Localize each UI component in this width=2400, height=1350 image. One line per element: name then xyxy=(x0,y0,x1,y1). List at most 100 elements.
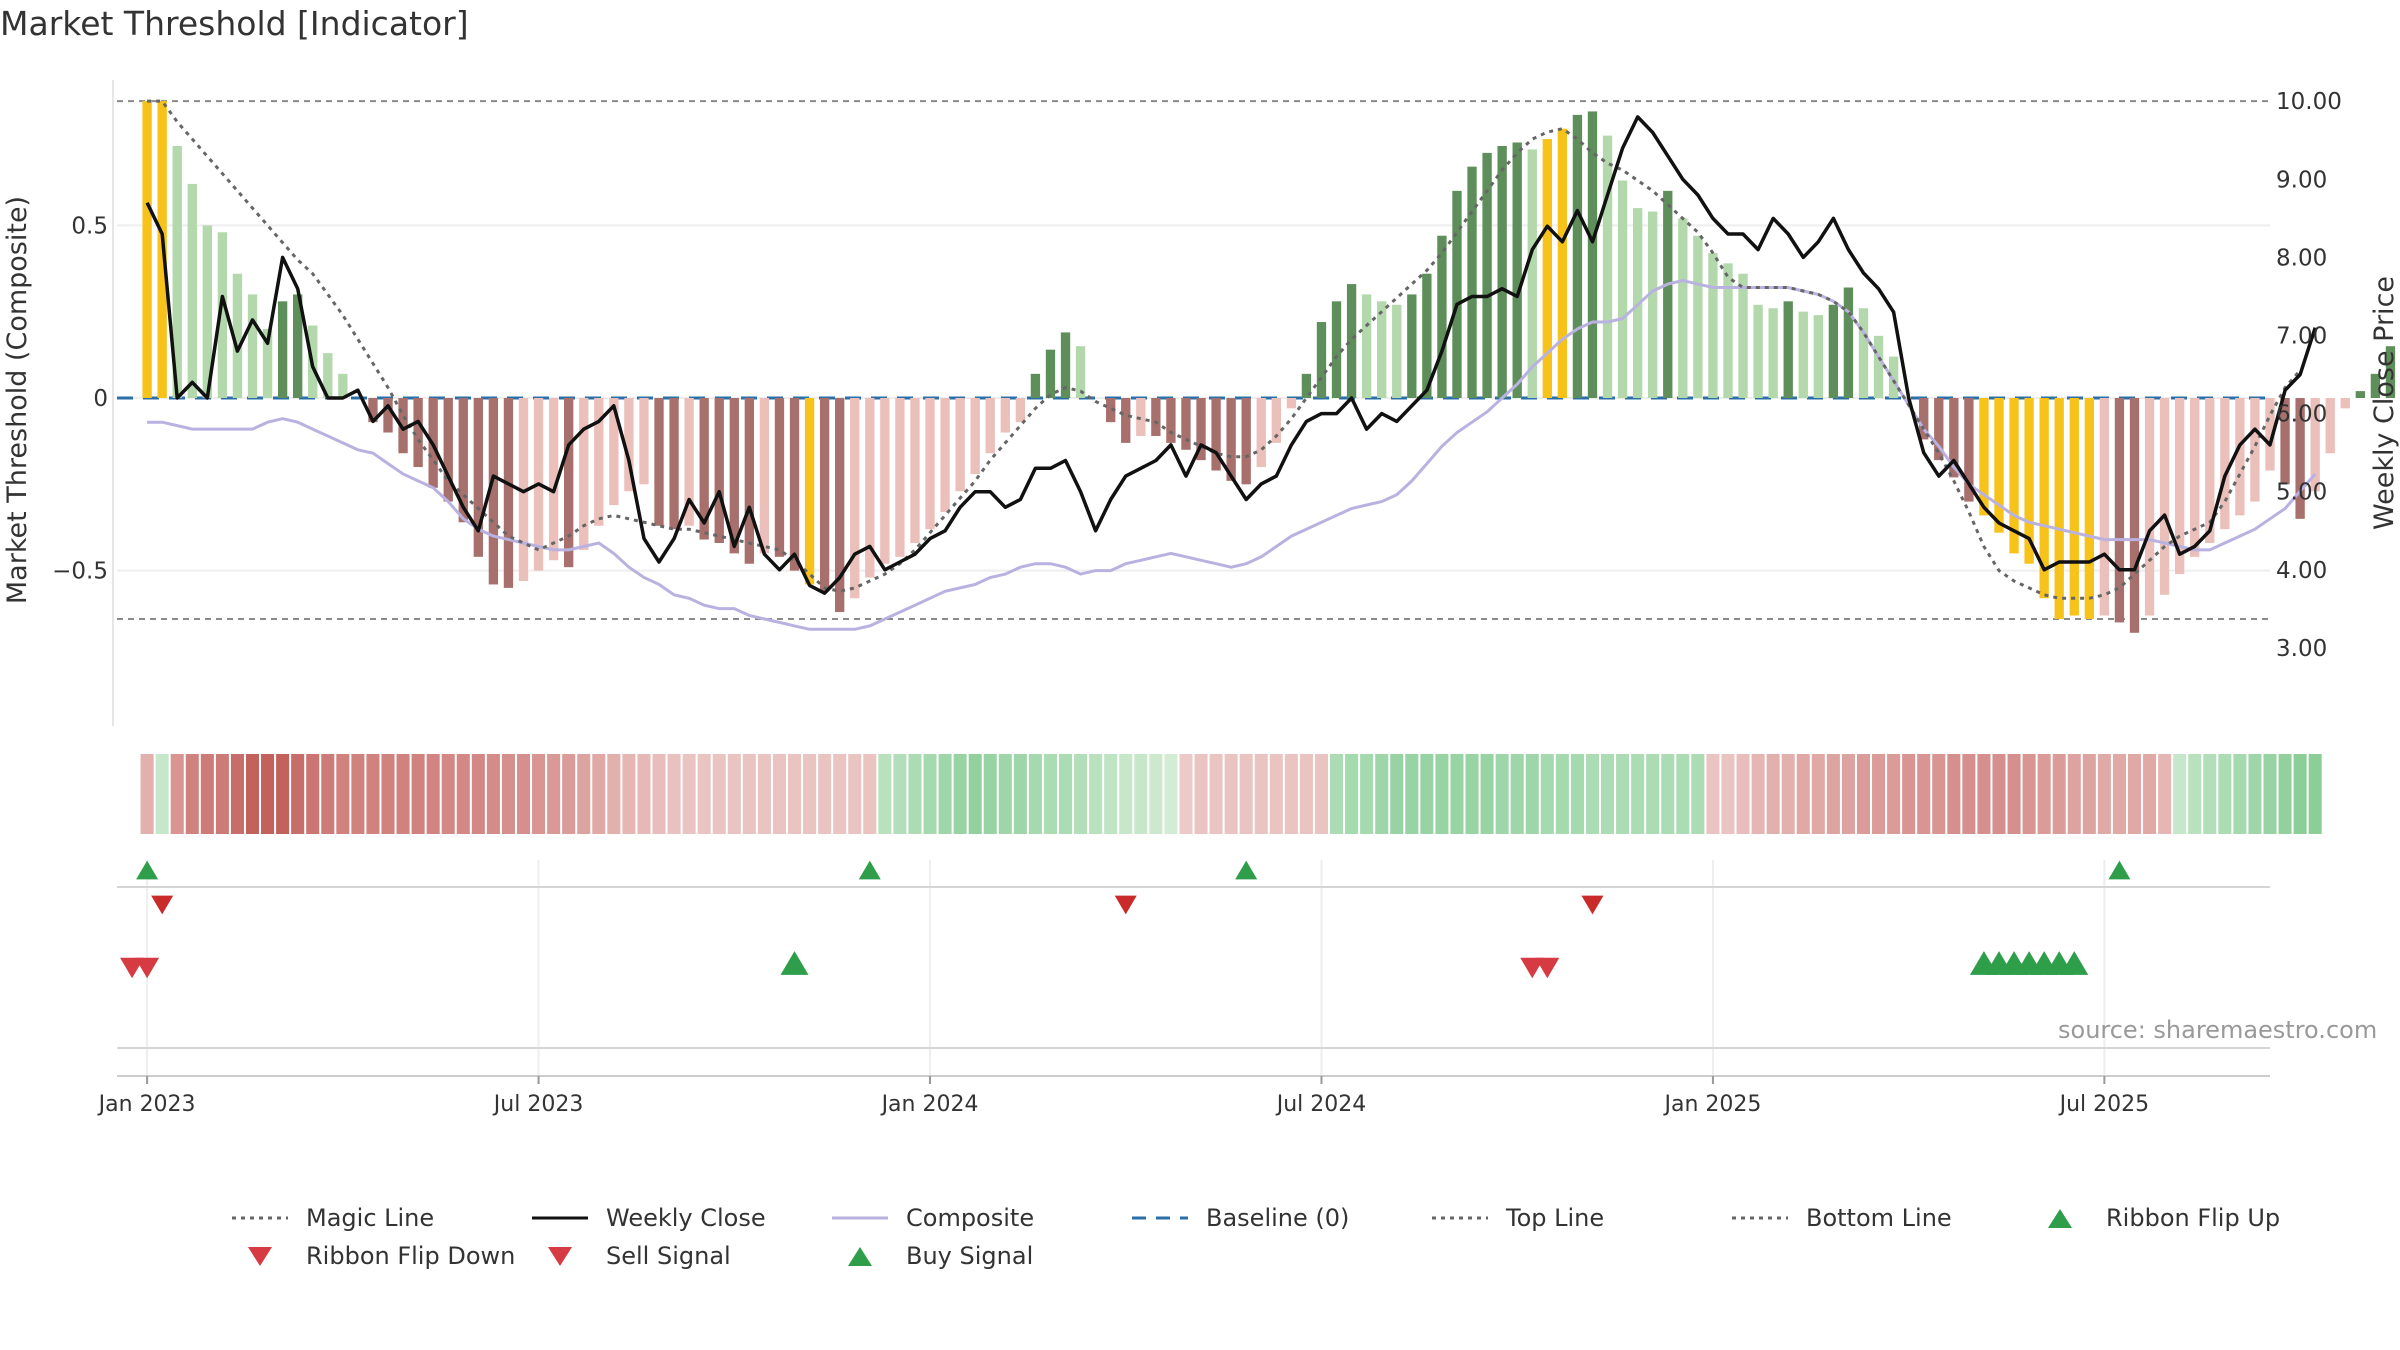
triangle-down-icon xyxy=(248,1247,272,1266)
ribbon-cell xyxy=(426,754,440,834)
composite-bar xyxy=(2340,398,2350,409)
triangle-down-icon xyxy=(548,1247,572,1266)
ribbon-cell xyxy=(637,754,651,834)
composite-bar xyxy=(2144,398,2155,616)
lines-layer xyxy=(145,99,2317,631)
solid-line-icon xyxy=(532,1216,588,1220)
ribbon-cell xyxy=(577,754,591,834)
composite-bar xyxy=(699,398,709,540)
ribbon-cell xyxy=(2007,754,2021,834)
ribbon-cell xyxy=(2233,754,2247,834)
ribbon-cell xyxy=(1149,754,1163,834)
ribbon-cell xyxy=(1239,754,1253,834)
ribbon-cell xyxy=(938,754,952,834)
ribbon-cell xyxy=(261,754,275,834)
legend-item: Magic Line xyxy=(230,1203,530,1233)
composite-bar xyxy=(2280,398,2290,485)
composite-bar xyxy=(202,225,213,398)
composite-bar xyxy=(669,398,679,530)
ribbon-cell xyxy=(170,754,184,834)
ribbon-cell xyxy=(2293,754,2307,834)
dashed-line-icon xyxy=(1132,1216,1188,1220)
composite-bar xyxy=(277,301,288,398)
ribbon-cell xyxy=(1977,754,1991,834)
ribbon-cell xyxy=(1224,754,1238,834)
ribbon-cell xyxy=(351,754,365,834)
composite-bar xyxy=(880,398,890,564)
composite-bar xyxy=(458,398,468,523)
ribbon-cell xyxy=(1706,754,1720,834)
ribbon-cell xyxy=(1179,754,1193,834)
legend-label: Top Line xyxy=(1506,1204,1605,1232)
composite-bar xyxy=(172,145,182,398)
composite-bar xyxy=(925,398,935,530)
composite-bar xyxy=(1602,135,1613,398)
ribbon-cell xyxy=(1013,754,1027,834)
composite-bar xyxy=(639,398,649,485)
dotted-line-icon xyxy=(1432,1216,1488,1220)
ribbon-cell xyxy=(1736,754,1750,834)
ribbon-flip-down-marker xyxy=(1581,895,1604,915)
composite-bar xyxy=(1392,304,1402,398)
composite-bar xyxy=(835,398,845,613)
ribbon-cell xyxy=(772,754,786,834)
composite-bar xyxy=(654,398,664,526)
ribbon-cell xyxy=(1194,754,1208,834)
ribbon-cell xyxy=(1058,754,1073,834)
ribbon-cell xyxy=(803,754,817,834)
buy-signal-marker xyxy=(2060,951,2089,975)
composite-bar xyxy=(2190,398,2200,557)
ribbon-cell xyxy=(1902,754,1916,834)
ribbon-cell xyxy=(2188,754,2202,834)
legend-item: Buy Signal xyxy=(830,1241,1130,1271)
composite-bar xyxy=(2039,398,2049,599)
composite-bar xyxy=(1377,301,1387,398)
ribbon-cell xyxy=(456,754,470,834)
y2-tick-label: 10.00 xyxy=(2276,89,2342,115)
composite-bar xyxy=(1211,398,1221,471)
ribbon-cell xyxy=(697,754,711,834)
ribbon-cell xyxy=(2308,754,2322,834)
ribbon-cell xyxy=(592,754,606,834)
ribbon-cell xyxy=(1480,754,1494,834)
ribbon-flip-up-marker xyxy=(1235,860,1258,880)
ribbon-cell xyxy=(1405,754,1419,834)
composite-bar xyxy=(1994,398,2004,533)
ribbon-cell xyxy=(1028,754,1042,834)
ribbon-cell xyxy=(1751,754,1765,834)
composite-bar xyxy=(2250,398,2260,502)
ribbon-cell xyxy=(1646,754,1660,834)
composite-bar xyxy=(1648,211,1658,398)
ribbon-cell xyxy=(276,754,290,834)
ribbon-cell xyxy=(1465,754,1479,834)
ribbon-cell xyxy=(983,754,997,834)
composite-bar xyxy=(2310,398,2320,492)
ribbon-cell xyxy=(1269,754,1283,834)
composite-bar xyxy=(1512,142,1522,398)
ribbon-cell xyxy=(1555,754,1569,834)
ribbon-cell xyxy=(923,754,937,834)
composite-bar xyxy=(1557,128,1568,398)
composite-bar xyxy=(1813,315,1823,398)
ribbon-cell xyxy=(2248,754,2262,834)
composite-bar xyxy=(744,398,755,564)
composite-bar xyxy=(714,398,724,544)
ribbon-cell xyxy=(1992,754,2006,834)
triangle-up-icon xyxy=(2048,1209,2072,1228)
ribbon-cell xyxy=(1104,754,1118,834)
dotted-line-icon xyxy=(232,1216,288,1220)
ribbon-cell xyxy=(682,754,696,834)
composite-bar xyxy=(1783,301,1793,398)
composite-bar xyxy=(2370,373,2381,398)
composite-bar xyxy=(1843,287,1854,398)
ribbon-cell xyxy=(396,754,410,834)
composite-bar xyxy=(1030,373,1041,398)
ribbon-cell xyxy=(501,754,515,834)
buy-signal-marker xyxy=(780,951,809,975)
legend-label: Magic Line xyxy=(306,1204,435,1232)
legend-label: Weekly Close xyxy=(606,1204,766,1232)
ribbon-cell xyxy=(1510,754,1524,834)
ribbon-flip-down-marker xyxy=(151,895,174,915)
ribbon-cell xyxy=(1119,754,1133,834)
ribbon-cell xyxy=(757,754,771,834)
